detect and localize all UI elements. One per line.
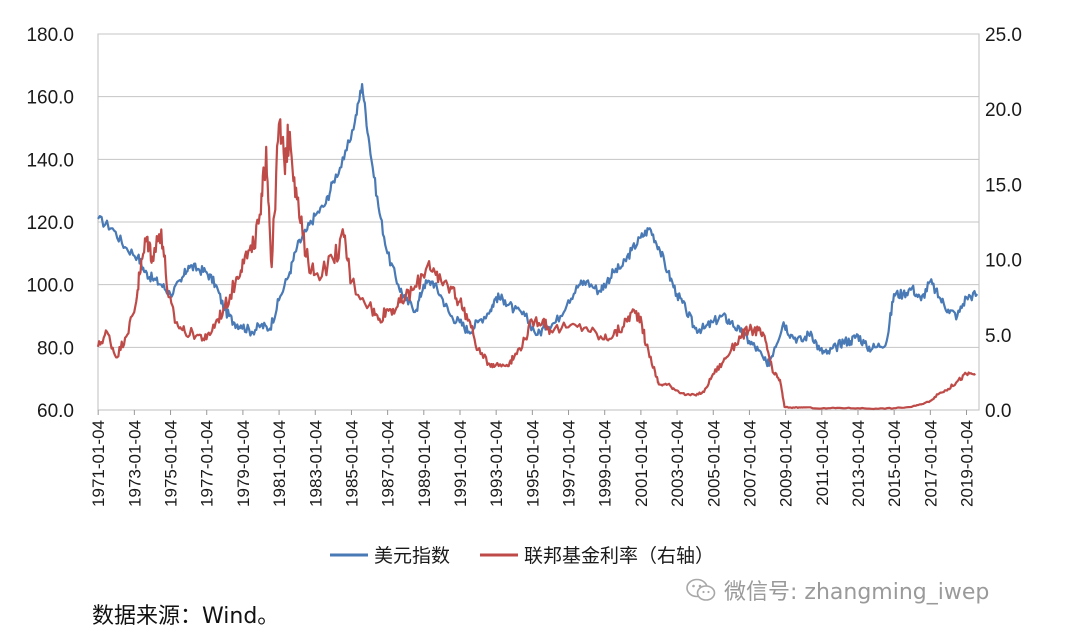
x-tick-label: 2005-01-04 xyxy=(704,420,723,507)
series-lines xyxy=(96,83,979,411)
x-tick-label: 1989-01-04 xyxy=(415,420,434,507)
series-line-fed-funds-rate xyxy=(96,118,976,411)
x-tick-label: 1971-01-04 xyxy=(89,420,108,507)
right-y-axis: 0.0 5.0 10.0 15.0 20.0 25.0 xyxy=(985,25,1022,422)
x-tick-label: 2009-01-04 xyxy=(777,420,796,507)
y-tick-left: 160.0 xyxy=(26,88,74,109)
x-tick-label: 2015-01-04 xyxy=(885,420,904,507)
legend: 美元指数 联邦基金利率（右轴） xyxy=(330,545,714,567)
y-tick-left: 140.0 xyxy=(26,150,74,171)
x-tick-label: 1999-01-04 xyxy=(596,420,615,507)
x-tick-label: 1991-01-04 xyxy=(451,420,470,507)
watermark: 微信号: zhangming_iwep xyxy=(686,574,989,606)
y-tick-left: 120.0 xyxy=(26,213,74,234)
x-tick-label: 2007-01-04 xyxy=(740,420,759,507)
y-tick-right: 25.0 xyxy=(985,25,1022,46)
wechat-icon xyxy=(686,578,716,601)
y-tick-right: 5.0 xyxy=(985,326,1011,347)
x-tick-label: 1997-01-04 xyxy=(560,420,579,507)
y-tick-right: 10.0 xyxy=(985,251,1022,272)
x-tick-label: 1985-01-04 xyxy=(342,420,361,507)
left-y-axis: 60.0 80.0 100.0 120.0 140.0 160.0 180.0 xyxy=(26,25,74,422)
x-tick-label: 2011-01-04 xyxy=(813,420,832,506)
y-tick-right: 0.0 xyxy=(985,401,1011,422)
x-axis: 1971-01-04 1973-01-04 1975-01-04 1977-01-04… xyxy=(89,410,977,507)
x-tick-label: 2003-01-04 xyxy=(668,420,687,507)
y-tick-left: 100.0 xyxy=(26,276,74,297)
y-tick-left: 60.0 xyxy=(37,401,74,422)
source-note: 数据来源：Wind。 xyxy=(92,604,280,629)
x-tick-label: 1981-01-04 xyxy=(270,420,289,507)
x-tick-label: 2013-01-04 xyxy=(849,420,868,507)
x-tick-label: 2001-01-04 xyxy=(632,420,651,507)
y-tick-right: 15.0 xyxy=(985,175,1022,196)
x-tick-label: 1973-01-04 xyxy=(125,420,144,507)
x-tick-label: 1983-01-04 xyxy=(306,420,325,507)
watermark-text: 微信号: zhangming_iwep xyxy=(724,580,990,605)
y-tick-right: 20.0 xyxy=(985,100,1022,121)
y-tick-left: 180.0 xyxy=(26,25,74,46)
x-tick-label: 1995-01-04 xyxy=(523,420,542,507)
y-tick-left: 80.0 xyxy=(37,338,74,359)
legend-label-usd-index: 美元指数 xyxy=(374,545,450,567)
x-tick-label: 1975-01-04 xyxy=(162,420,181,507)
x-tick-label: 2017-01-04 xyxy=(921,420,940,507)
x-tick-label: 1979-01-04 xyxy=(234,420,253,507)
x-tick-label: 2019-01-04 xyxy=(958,420,977,507)
legend-label-fed-funds-rate: 联邦基金利率（右轴） xyxy=(524,545,714,567)
x-tick-label: 1993-01-04 xyxy=(487,420,506,507)
x-tick-label: 1987-01-04 xyxy=(379,420,398,507)
x-tick-label: 1977-01-04 xyxy=(198,420,217,507)
